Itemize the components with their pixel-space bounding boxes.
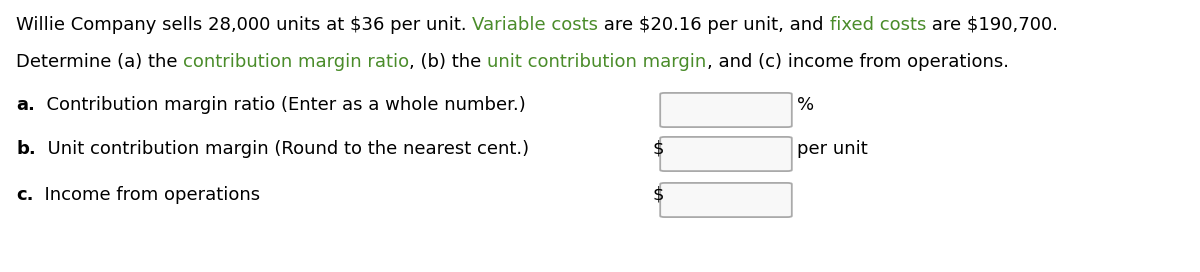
Text: Contribution margin ratio (Enter as a whole number.): Contribution margin ratio (Enter as a wh… xyxy=(35,96,526,114)
Text: Determine (a) the: Determine (a) the xyxy=(16,53,184,71)
Text: unit contribution margin: unit contribution margin xyxy=(487,53,707,71)
Text: are $20.16 per unit, and: are $20.16 per unit, and xyxy=(599,16,829,34)
Text: Income from operations: Income from operations xyxy=(34,186,260,204)
Text: b.: b. xyxy=(16,140,36,158)
Text: Unit contribution margin (Round to the nearest cent.): Unit contribution margin (Round to the n… xyxy=(36,140,529,158)
Text: a.: a. xyxy=(16,96,35,114)
Text: , (b) the: , (b) the xyxy=(409,53,487,71)
Text: fixed costs: fixed costs xyxy=(829,16,926,34)
Text: c.: c. xyxy=(16,186,34,204)
Text: Willie Company sells 28,000 units at $36 per unit.: Willie Company sells 28,000 units at $36… xyxy=(16,16,473,34)
Text: %: % xyxy=(797,96,814,114)
Text: $: $ xyxy=(652,186,664,204)
Text: are $190,700.: are $190,700. xyxy=(926,16,1058,34)
Text: Variable costs: Variable costs xyxy=(473,16,599,34)
Text: , and (c) income from operations.: , and (c) income from operations. xyxy=(707,53,1009,71)
Text: $: $ xyxy=(652,140,664,158)
Text: contribution margin ratio: contribution margin ratio xyxy=(184,53,409,71)
Text: per unit: per unit xyxy=(797,140,868,158)
